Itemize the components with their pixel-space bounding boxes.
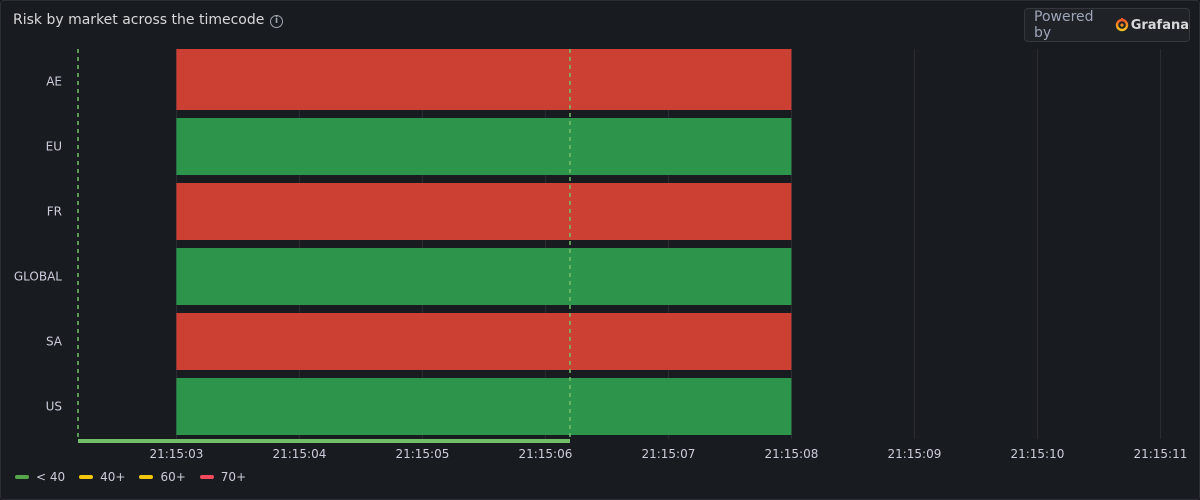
state-segment [176, 313, 792, 370]
grafana-brand: Grafana [1130, 17, 1189, 33]
legend-swatch [139, 475, 154, 479]
row-label: US [46, 400, 62, 414]
state-segment [176, 378, 792, 435]
x-tick-label: 21:15:05 [395, 447, 449, 461]
progress-bar [78, 439, 570, 443]
x-tick-label: 21:15:06 [518, 447, 572, 461]
legend-item[interactable]: 60+ [139, 470, 186, 484]
row-label: AE [46, 75, 62, 89]
powered-by-label: Powered by [1034, 9, 1094, 41]
x-tick-label: 21:15:09 [887, 447, 941, 461]
info-icon[interactable]: i [270, 15, 283, 28]
row-label: SA [46, 335, 63, 349]
legend-item[interactable]: 40+ [79, 470, 125, 484]
x-tick-label: 21:15:11 [1133, 447, 1187, 461]
legend-label: < 40 [36, 470, 66, 484]
legend-label: 40+ [100, 470, 126, 484]
legend-label: 60+ [160, 470, 186, 484]
x-tick-label: 21:15:07 [641, 447, 695, 461]
state-segment [176, 118, 792, 175]
state-segment [176, 49, 792, 110]
row-label: EU [46, 140, 62, 154]
x-tick-label: 21:15:10 [1010, 447, 1064, 461]
legend-swatch [79, 475, 94, 479]
panel-title: Risk by market across the timecode [13, 12, 265, 28]
row-label: GLOBAL [14, 270, 62, 284]
row-label: FR [47, 205, 62, 219]
legend-swatch [15, 475, 29, 479]
state-segment [176, 183, 792, 240]
legend-label: 70+ [220, 470, 247, 484]
legend-item[interactable]: 70+ [199, 470, 247, 484]
x-tick-label: 21:15:03 [149, 447, 203, 461]
legend: < 40 40+ 60+ 70+ [15, 470, 260, 484]
x-tick-label: 21:15:04 [272, 447, 326, 461]
x-tick-label: 21:15:08 [764, 447, 818, 461]
legend-item[interactable]: < 40 [15, 470, 65, 484]
grafana-logo-icon [1115, 18, 1129, 32]
powered-by-badge[interactable]: Powered by Grafana [1024, 8, 1190, 42]
state-segment [176, 248, 792, 305]
legend-swatch [199, 475, 214, 479]
